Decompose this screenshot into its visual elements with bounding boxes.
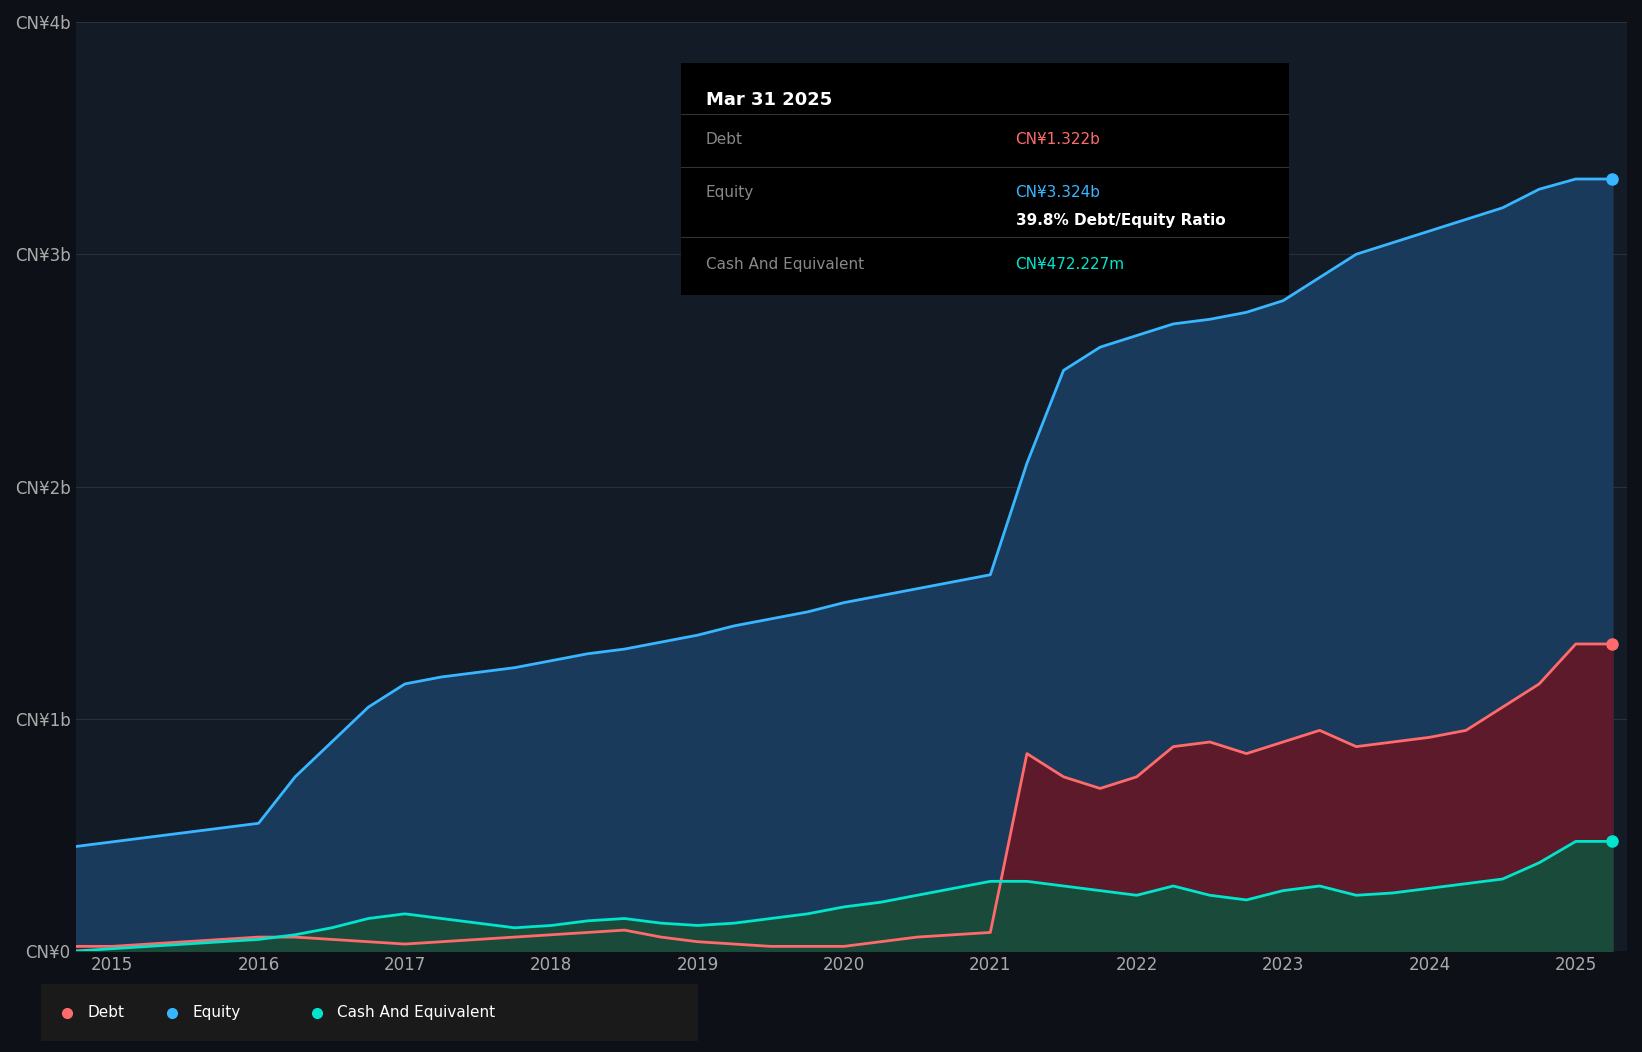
Text: Cash And Equivalent: Cash And Equivalent bbox=[337, 1005, 494, 1020]
Text: CN¥1.322b: CN¥1.322b bbox=[1015, 132, 1100, 147]
Text: CN¥472.227m: CN¥472.227m bbox=[1015, 257, 1125, 272]
Text: Equity: Equity bbox=[706, 185, 754, 200]
Text: Equity: Equity bbox=[192, 1005, 240, 1020]
Text: Cash And Equivalent: Cash And Equivalent bbox=[706, 257, 864, 272]
Text: Mar 31 2025: Mar 31 2025 bbox=[706, 90, 832, 109]
Text: Debt: Debt bbox=[87, 1005, 125, 1020]
Text: 39.8% Debt/Equity Ratio: 39.8% Debt/Equity Ratio bbox=[1015, 213, 1225, 228]
Text: Debt: Debt bbox=[706, 132, 742, 147]
Text: CN¥3.324b: CN¥3.324b bbox=[1015, 185, 1100, 200]
